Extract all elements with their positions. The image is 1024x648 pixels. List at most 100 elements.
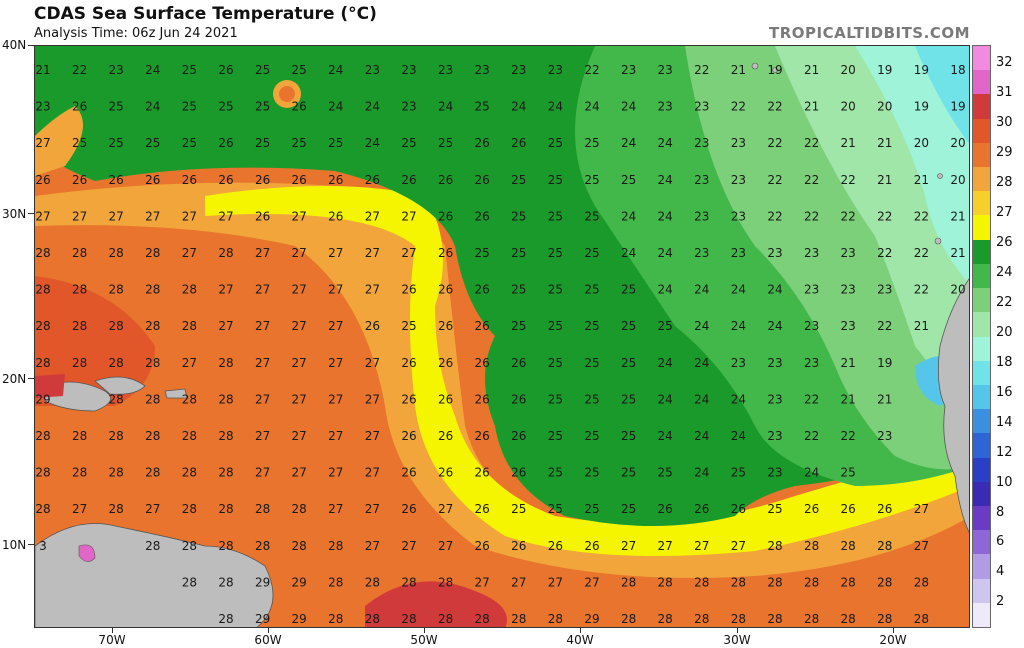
sst-value-label: 27 — [218, 283, 233, 297]
sst-value-label: 26 — [694, 502, 709, 516]
sst-value-label: 25 — [621, 502, 636, 516]
sst-value-label: 21 — [877, 136, 892, 150]
sst-value-label: 27 — [255, 466, 270, 480]
sst-value-label: 26 — [182, 173, 197, 187]
madeira-island — [937, 173, 943, 179]
sst-value-label: 25 — [658, 319, 673, 333]
sst-value-label: 28 — [841, 575, 856, 589]
color-scale-swatch — [973, 530, 990, 555]
sst-value-label: 23 — [35, 100, 50, 114]
sst-value-label: 28 — [255, 502, 270, 516]
color-scale-swatch — [973, 360, 990, 386]
sst-value-label: 24 — [694, 283, 709, 297]
sst-value-label: 25 — [145, 136, 160, 150]
sst-value-label: 28 — [658, 612, 673, 626]
sst-value-label: 27 — [35, 136, 50, 150]
sst-value-label: 23 — [548, 63, 563, 77]
sst-value-label: 27 — [72, 209, 87, 223]
sst-value-label: 3 — [39, 539, 47, 553]
sst-value-label: 23 — [804, 356, 819, 370]
sst-value-label: 21 — [841, 392, 856, 406]
sst-value-label: 26 — [475, 466, 490, 480]
sst-value-label: 20 — [877, 100, 892, 114]
sst-value-label: 27 — [145, 502, 160, 516]
sst-value-label: 23 — [621, 63, 636, 77]
sst-value-label: 24 — [731, 283, 746, 297]
sst-value-label: 24 — [804, 466, 819, 480]
sst-value-label: 24 — [694, 392, 709, 406]
color-scale-swatch — [973, 215, 990, 241]
sst-value-label: 28 — [877, 539, 892, 553]
color-scale-label: 12 — [996, 444, 1013, 460]
sst-value-label: 27 — [145, 209, 160, 223]
sst-value-label: 28 — [145, 539, 160, 553]
sst-value-label: 26 — [35, 173, 50, 187]
sst-value-label: 29 — [292, 575, 307, 589]
sst-value-label: 25 — [438, 136, 453, 150]
sst-value-label: 29 — [292, 612, 307, 626]
color-scale-label: 31 — [996, 84, 1013, 100]
sst-value-label: 25 — [475, 246, 490, 260]
color-scale-label: 18 — [996, 354, 1013, 370]
sst-value-label: 27 — [72, 502, 87, 516]
sst-value-label: 28 — [109, 392, 124, 406]
sst-value-label: 24 — [438, 100, 453, 114]
sst-value-label: 28 — [914, 612, 929, 626]
sst-value-label: 23 — [694, 209, 709, 223]
color-scale-swatch — [973, 312, 990, 337]
color-scale-swatch — [973, 70, 990, 95]
lon-tick — [737, 628, 738, 633]
sst-value-label: 23 — [841, 319, 856, 333]
sst-value-label: 25 — [511, 246, 526, 260]
sst-field-19c — [915, 46, 969, 144]
sst-value-label: 26 — [438, 356, 453, 370]
sst-value-label: 24 — [731, 429, 746, 443]
sst-value-label: 28 — [72, 283, 87, 297]
azores-island — [751, 62, 759, 70]
sst-value-label: 26 — [511, 539, 526, 553]
sst-value-label: 26 — [401, 429, 416, 443]
sst-value-label: 27 — [694, 539, 709, 553]
sst-value-label: 26 — [365, 173, 380, 187]
sst-value-label: 27 — [182, 246, 197, 260]
sst-value-label: 28 — [109, 502, 124, 516]
sst-value-label: 25 — [511, 319, 526, 333]
sst-value-label: 23 — [841, 246, 856, 260]
sst-value-label: 24 — [694, 356, 709, 370]
sst-value-label: 28 — [182, 283, 197, 297]
sst-value-label: 25 — [511, 283, 526, 297]
sst-value-label: 27 — [255, 283, 270, 297]
sst-value-label: 25 — [548, 466, 563, 480]
sst-value-label: 26 — [475, 283, 490, 297]
color-scale-swatch — [973, 191, 990, 216]
sst-value-label: 24 — [621, 100, 636, 114]
sst-value-label: 28 — [72, 466, 87, 480]
lon-tick — [112, 628, 113, 633]
sst-value-label: 26 — [511, 466, 526, 480]
sst-value-label: 25 — [548, 136, 563, 150]
sst-value-label: 28 — [292, 539, 307, 553]
sst-value-label: 26 — [438, 246, 453, 260]
sst-value-label: 22 — [877, 209, 892, 223]
sst-value-label: 24 — [328, 100, 343, 114]
sst-value-label: 24 — [694, 319, 709, 333]
sst-warm-eddy-core — [279, 86, 295, 102]
color-scale-swatch — [973, 578, 990, 604]
color-scale-label: 4 — [996, 564, 1005, 580]
sst-value-label: 25 — [109, 136, 124, 150]
sst-value-label: 27 — [292, 429, 307, 443]
sst-value-label: 19 — [767, 63, 782, 77]
lon-label-40w: 40W — [566, 633, 594, 647]
sst-value-label: 21 — [731, 63, 746, 77]
sst-value-label: 27 — [475, 575, 490, 589]
sst-value-label: 23 — [658, 63, 673, 77]
sst-value-label: 26 — [438, 319, 453, 333]
sst-value-label: 28 — [218, 502, 233, 516]
sst-value-label: 26 — [511, 429, 526, 443]
sst-value-label: 22 — [914, 283, 929, 297]
sst-value-label: 27 — [365, 283, 380, 297]
haiti-warm — [35, 374, 65, 398]
sst-value-label: 25 — [621, 319, 636, 333]
sst-value-label: 26 — [475, 502, 490, 516]
color-scale-swatch — [973, 288, 990, 313]
